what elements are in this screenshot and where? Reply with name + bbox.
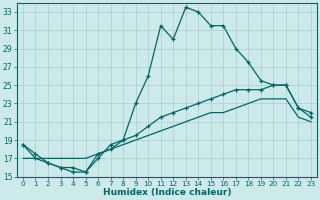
X-axis label: Humidex (Indice chaleur): Humidex (Indice chaleur) <box>103 188 231 197</box>
